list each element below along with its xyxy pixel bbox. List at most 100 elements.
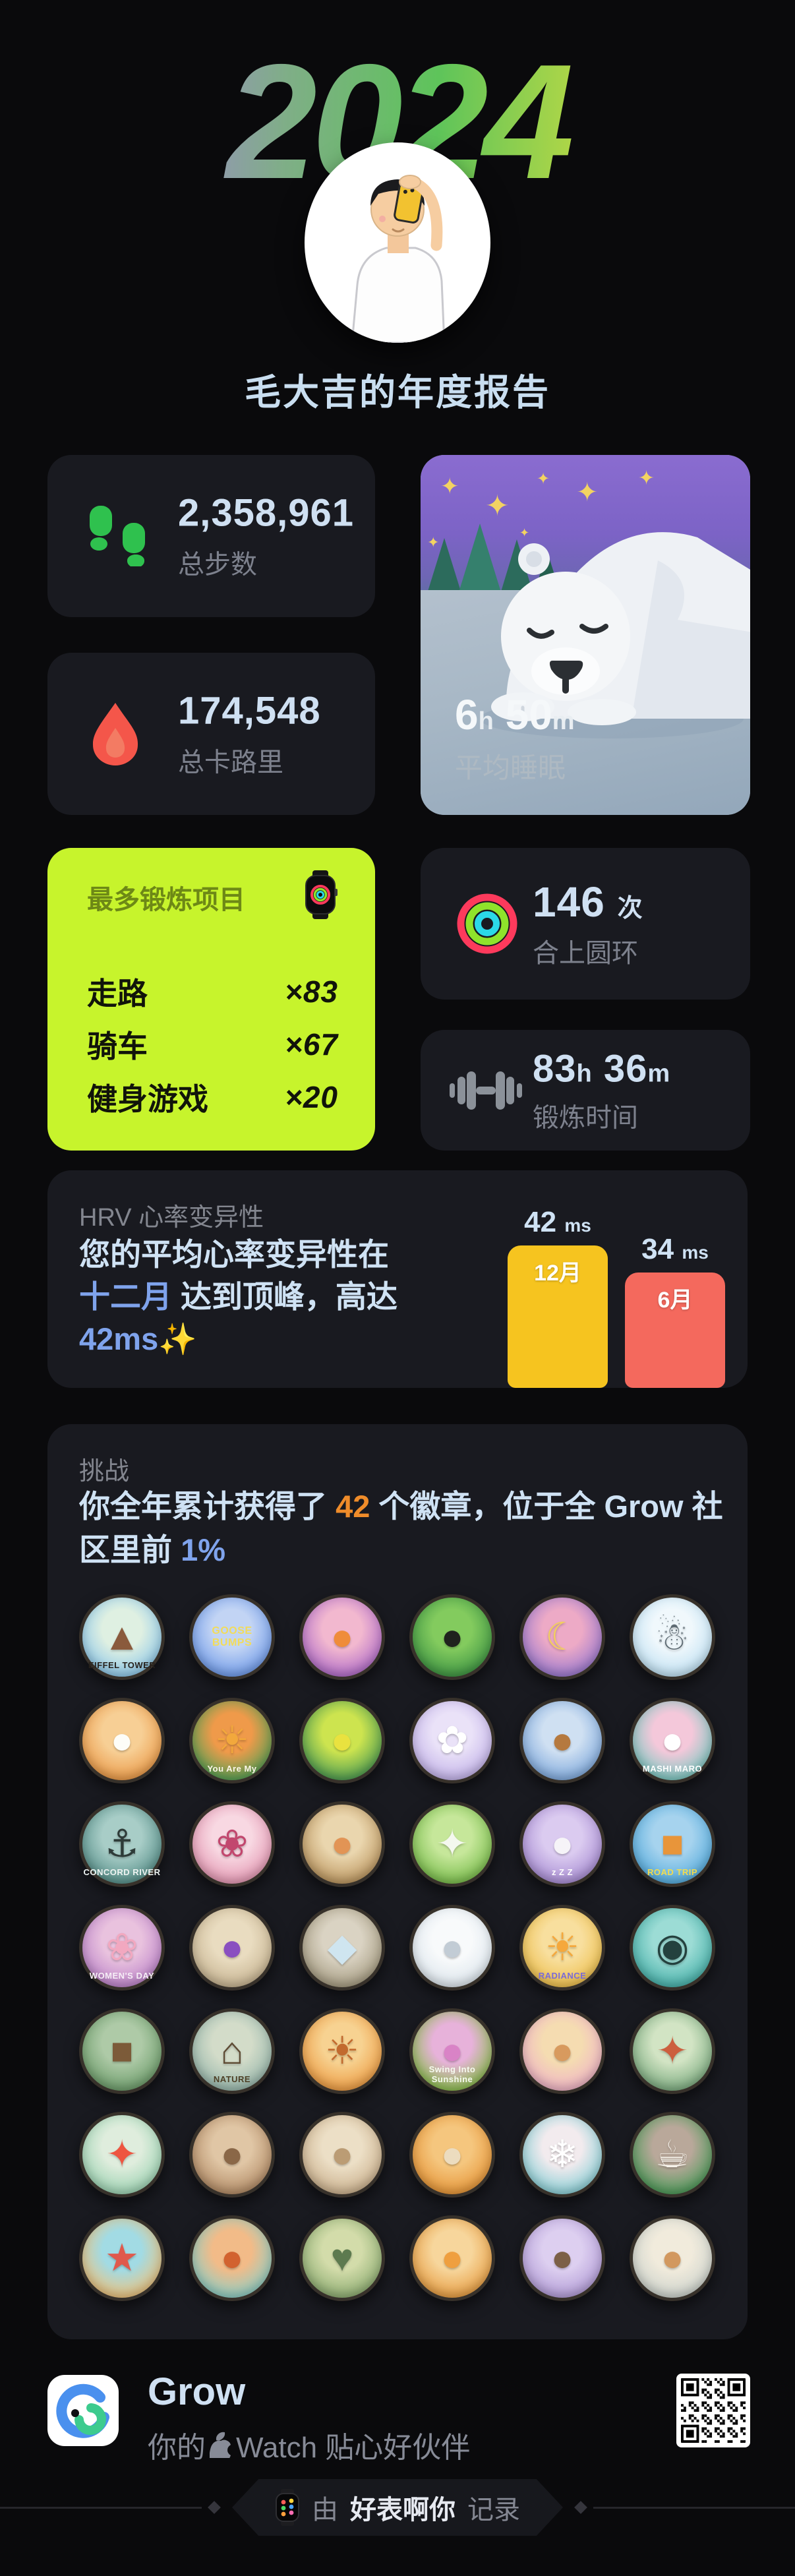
badge-glyph: ● bbox=[440, 2236, 464, 2279]
badge-smiling-sun-sea: ☀ bbox=[299, 2008, 385, 2094]
star-icon: ✦ bbox=[485, 490, 510, 522]
workout-name: 骑车 bbox=[87, 1029, 148, 1063]
community-percent: 1% bbox=[181, 1532, 225, 1567]
page-title: 毛大吉的年度报告 bbox=[244, 372, 550, 413]
badge-mona-lisa: ● bbox=[189, 2112, 275, 2198]
rings-label: 合上圆环 bbox=[533, 939, 638, 968]
badge-glyph: ❀ bbox=[105, 1926, 138, 1969]
badge-sleeping-dog: ● bbox=[299, 2112, 385, 2198]
badge-you-are-my-sunshine: ☀ You Are My bbox=[189, 1698, 275, 1783]
badge-label: WOMEN'S DAY bbox=[89, 1971, 155, 1981]
badge-glyph: ♥ bbox=[330, 2236, 354, 2279]
badge-glyph: ✦ bbox=[105, 2133, 138, 2176]
badge-glyph: ● bbox=[110, 1719, 134, 1762]
workout-list: 走路 ×83 骑车 ×67 健身游戏 ×20 bbox=[87, 965, 338, 1123]
badge-glyph: ● bbox=[220, 2133, 244, 2176]
exercise-time-value: 83h 36m bbox=[533, 1047, 671, 1090]
badge-birthday-rabbit: ● MASHI MARO bbox=[630, 1698, 715, 1783]
rings-value: 146 次 bbox=[533, 878, 643, 926]
badge-glyph: ☃ bbox=[655, 1615, 690, 1658]
badge-earth-heart: ♥ bbox=[299, 2215, 385, 2301]
badge-tennis-smiley: ● bbox=[299, 1698, 385, 1783]
badge-daisy-flower: ✿ bbox=[409, 1698, 495, 1783]
badge-gingerbread-man: ● bbox=[519, 1698, 605, 1783]
badge-glyph: ● bbox=[440, 1615, 464, 1658]
badge-glyph: ■ bbox=[661, 1822, 684, 1865]
badge-womens-day: ❀ WOMEN'S DAY bbox=[79, 1905, 165, 1991]
pine-tree bbox=[427, 538, 461, 593]
badge-glyph: ▲ bbox=[103, 1615, 141, 1658]
hrv-peak-value: 42ms bbox=[79, 1321, 159, 1356]
badge-tropical-night: ☾ bbox=[519, 1594, 605, 1680]
badge-glyph: ● bbox=[330, 2133, 354, 2176]
workouts-title: 最多锻炼项目 bbox=[87, 885, 245, 914]
badge-glyph: ● bbox=[330, 1615, 354, 1658]
badge-glyph: ● bbox=[440, 2029, 464, 2072]
badge-black-cat-bush: ● bbox=[409, 1594, 495, 1680]
exercise-time-card: 83h 36m 锻炼时间 bbox=[421, 1030, 750, 1151]
sparkles-icon: ✨ bbox=[158, 1321, 197, 1356]
badge-glyph: ◉ bbox=[655, 1926, 690, 1969]
badge-label: NATURE bbox=[213, 2074, 251, 2084]
flame-icon bbox=[92, 703, 138, 765]
footprints-icon bbox=[90, 506, 145, 566]
badge-halloween-pumpkin: ● bbox=[299, 1594, 385, 1680]
workout-count: ×20 bbox=[284, 1080, 338, 1114]
apple-watch-apps-icon bbox=[276, 2489, 299, 2526]
badge-glyph: ✦ bbox=[656, 2029, 689, 2072]
badge-grapes: ● bbox=[189, 1905, 275, 1991]
workout-count: ×83 bbox=[284, 974, 338, 1009]
badge-label: You Are My bbox=[207, 1764, 257, 1774]
badge-glyph: ⌂ bbox=[220, 2029, 244, 2072]
badge-snowman: ☃ bbox=[630, 1594, 715, 1680]
star-icon: ✦ bbox=[638, 467, 655, 489]
star-icon: ✦ bbox=[519, 526, 530, 539]
sleep-hours: 6 bbox=[455, 691, 479, 738]
badge-cherry-blossom: ❀ bbox=[189, 1801, 275, 1887]
steps-label: 总步数 bbox=[178, 550, 257, 580]
workout-count: ×67 bbox=[284, 1027, 338, 1062]
badge-glyph: ● bbox=[330, 1719, 354, 1762]
badge-label: RADIANCE bbox=[538, 1971, 587, 1981]
badge-glyph: ● bbox=[330, 1822, 354, 1865]
sleep-card: ✦ ✦ ✦ ✦ ✦ ✦ ✦ 6h bbox=[421, 455, 750, 815]
badge-label: GOOSE BUMPS bbox=[212, 1625, 252, 1648]
app-name: Grow bbox=[148, 2370, 246, 2413]
badge-glyph: ★ bbox=[105, 2236, 139, 2279]
app-tagline: 你的 Watch 贴心好伙伴 bbox=[148, 2432, 471, 2464]
badge-glyph: ☕ bbox=[655, 2133, 690, 2176]
badge-bucket-hat-dog: ● bbox=[630, 2215, 715, 2301]
badge-glyph: ☾ bbox=[545, 1615, 579, 1658]
avatar-person-illustration bbox=[351, 175, 446, 343]
rings-unit: 次 bbox=[617, 895, 643, 922]
badge-glyph: ☀ bbox=[545, 1926, 579, 1969]
badge-glyph: ✦ bbox=[436, 1822, 469, 1865]
badge-glyph: ● bbox=[220, 1926, 244, 1969]
badge-road-trip: ■ ROAD TRIP bbox=[630, 1801, 715, 1887]
challenge-section-label: 挑战 bbox=[79, 1458, 130, 1485]
badge-disco-sunshine: ● Swing Into Sunshine bbox=[409, 2008, 495, 2094]
badge-ski-penguin: ❄ bbox=[519, 2112, 605, 2198]
badge-label: MASHI MARO bbox=[642, 1764, 703, 1774]
sleep-duration: 6h 50m bbox=[455, 691, 575, 738]
badge-goose-bumps: GOOSE BUMPS bbox=[189, 1594, 275, 1680]
star-icon: ✦ bbox=[440, 474, 459, 499]
badge-label: EIFFEL TOWER bbox=[88, 1660, 156, 1670]
badge-glyph: ● bbox=[550, 2236, 574, 2279]
badge-glyph: ● bbox=[550, 2029, 574, 2072]
hrv-card: HRV 心率变异性 您的平均心率变异性在 十二月 达到顶峰，高达 42ms✨ 4… bbox=[47, 1170, 748, 1388]
badge-dragon-map: ✦ bbox=[630, 2008, 715, 2094]
sleeping-polar-bear-illustration bbox=[480, 532, 750, 738]
badge-glyph: ⚓ bbox=[105, 1822, 139, 1865]
recorder-name: 好表啊你 bbox=[350, 2496, 456, 2525]
top-workouts-card: 最多锻炼项目 走路 ×83 骑车 ×67 健身游戏 ×20 bbox=[47, 848, 375, 1151]
badge-olympic-torch: ✦ bbox=[79, 2112, 165, 2198]
apple-logo-icon bbox=[210, 2432, 231, 2458]
hrv-bar: 34 ms 6月 bbox=[625, 1233, 725, 1388]
calories-card: 174,548 总卡路里 bbox=[47, 653, 375, 815]
recorded-by-badge: 由 好表啊你 记录 bbox=[232, 2479, 563, 2536]
badge-shiba-bone: ● bbox=[409, 2215, 495, 2301]
badge-label: ROAD TRIP bbox=[647, 1867, 697, 1877]
badge-label: CONCORD RIVER bbox=[83, 1867, 161, 1877]
badge-glyph: ● bbox=[550, 1719, 574, 1762]
